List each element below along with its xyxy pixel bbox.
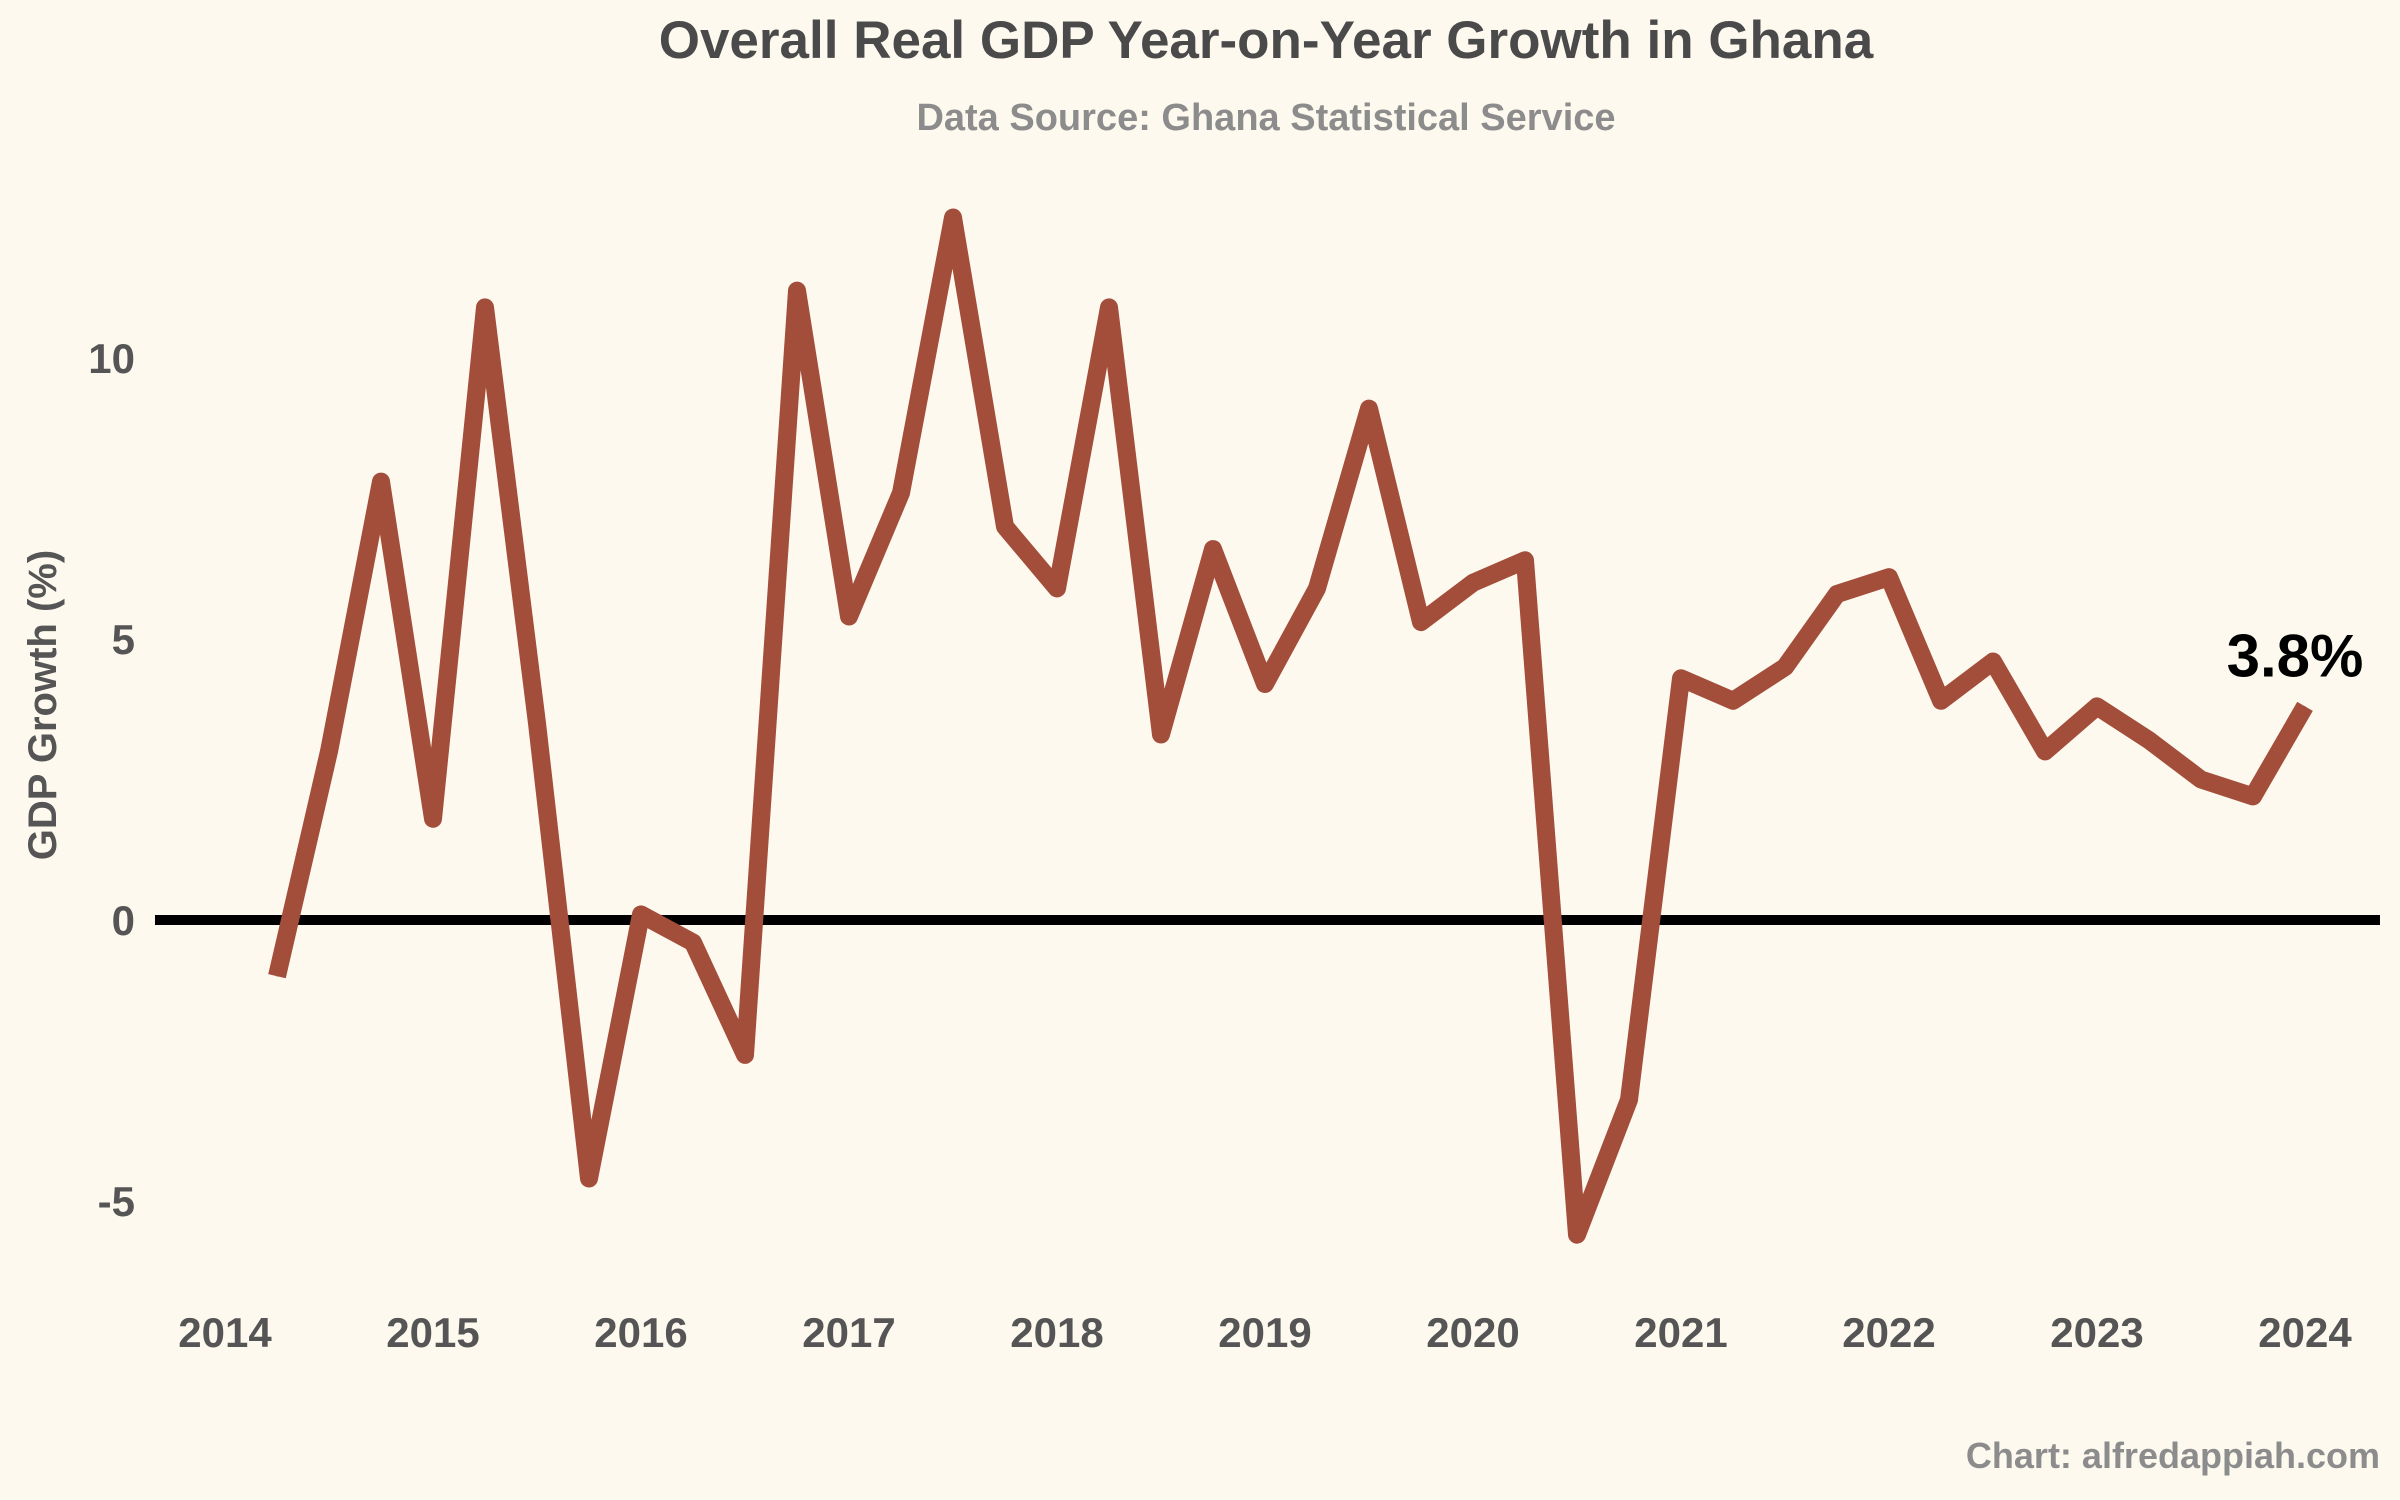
chart-title: Overall Real GDP Year-on-Year Growth in … [659, 11, 1874, 70]
data-point [536, 722, 538, 724]
data-point [1732, 700, 1734, 702]
y-tick-group: -5 0 5 10 [88, 335, 135, 1225]
data-point [1680, 677, 1682, 679]
data-point [1160, 734, 1162, 736]
data-point [1784, 666, 1786, 668]
data-point [1420, 621, 1422, 623]
data-point [1368, 408, 1370, 410]
data-point [744, 1054, 746, 1056]
data-point [276, 975, 278, 977]
data-point [1212, 548, 1214, 550]
data-point [692, 941, 694, 943]
x-tick-label: 2014 [178, 1309, 272, 1356]
data-point [1056, 587, 1058, 589]
data-point [1316, 587, 1318, 589]
data-point [796, 290, 798, 292]
x-tick-label: 2021 [1634, 1309, 1727, 1356]
data-point [1108, 306, 1110, 308]
x-tick-group: 2014 2015 2016 2017 2018 2019 2020 2021 2022 2023… [178, 1309, 2352, 1356]
y-axis-label: GDP Growth (%) [21, 550, 65, 860]
x-tick-label: 2016 [594, 1309, 687, 1356]
y-tick-label: 0 [112, 897, 135, 944]
data-point [1836, 593, 1838, 595]
y-tick-label: 5 [112, 616, 135, 663]
data-point [952, 217, 954, 218]
data-point [484, 306, 486, 308]
data-point [1004, 526, 1006, 528]
data-point-group [276, 217, 2306, 1236]
data-point [1992, 660, 1994, 662]
y-tick-label: -5 [98, 1178, 135, 1225]
data-point [432, 818, 434, 820]
x-tick-label: 2019 [1218, 1309, 1311, 1356]
data-point [2148, 739, 2150, 741]
data-point [640, 913, 642, 915]
end-value-label: 3.8% [2227, 622, 2364, 689]
x-tick-label: 2018 [1010, 1309, 1103, 1356]
data-point [1576, 1234, 1578, 1236]
data-point [2252, 795, 2254, 797]
series-line-gdp-growth [268, 208, 2313, 1244]
x-tick-label: 2023 [2050, 1309, 2143, 1356]
x-tick-label: 2020 [1426, 1309, 1519, 1356]
chart-subtitle: Data Source: Ghana Statistical Service [916, 97, 1615, 139]
data-point [900, 492, 902, 494]
data-point [2096, 705, 2098, 707]
x-tick-label: 2015 [386, 1309, 479, 1356]
data-point [2200, 779, 2202, 780]
data-point [1628, 1099, 1630, 1101]
data-point [1940, 700, 1942, 702]
data-point [1472, 582, 1474, 584]
x-tick-label: 2017 [802, 1309, 895, 1356]
data-point [588, 1178, 590, 1180]
data-point [328, 750, 330, 752]
data-point [2304, 705, 2306, 707]
x-tick-label: 2022 [1842, 1309, 1935, 1356]
data-point [1524, 559, 1526, 561]
data-point [1264, 683, 1266, 685]
chart-credit: Chart: alfredappiah.com [1966, 1435, 2380, 1476]
y-tick-label: 10 [88, 335, 135, 382]
data-point [2044, 750, 2046, 752]
data-point [848, 616, 850, 618]
data-point [1888, 576, 1890, 578]
x-tick-label: 2024 [2258, 1309, 2352, 1356]
data-point [380, 481, 382, 483]
